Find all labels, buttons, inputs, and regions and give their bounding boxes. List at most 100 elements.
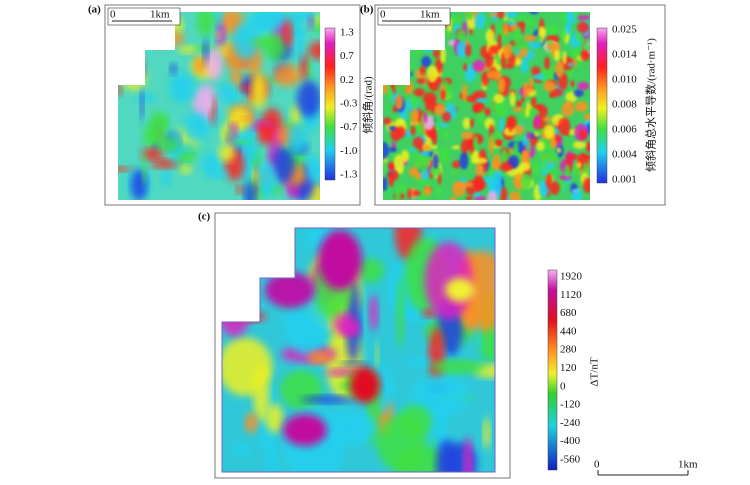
map-texture — [521, 173, 532, 189]
map-texture — [422, 23, 432, 39]
map-texture — [143, 31, 163, 37]
map-texture — [489, 12, 499, 17]
map-texture — [394, 94, 404, 110]
map-texture — [490, 12, 499, 22]
map-texture — [405, 61, 413, 74]
map-texture — [583, 177, 590, 194]
map-texture — [484, 51, 494, 69]
map-texture — [533, 73, 546, 81]
map-texture — [440, 47, 446, 64]
map — [383, 12, 590, 200]
map-texture — [523, 18, 536, 25]
map-texture — [423, 144, 431, 152]
map-texture — [513, 141, 519, 155]
map-texture — [444, 31, 450, 36]
map-texture — [197, 123, 203, 137]
map-texture — [451, 145, 461, 150]
map-texture — [383, 190, 386, 197]
map-texture — [426, 34, 440, 42]
colorbar-tick-label: 0.2 — [340, 74, 354, 86]
colorbar-tick-label: -1.0 — [340, 145, 358, 157]
map-texture — [401, 70, 409, 89]
map-texture — [520, 106, 525, 119]
map-texture — [583, 113, 590, 121]
map-texture — [398, 26, 413, 43]
scale-start: 0 — [594, 459, 600, 471]
map-texture — [212, 96, 217, 119]
map-texture — [177, 45, 198, 54]
map-texture — [272, 146, 295, 184]
map-texture — [196, 12, 215, 37]
map-texture — [517, 187, 523, 194]
map-texture — [391, 48, 406, 55]
map-texture — [410, 108, 419, 126]
map-texture — [178, 143, 193, 154]
map-texture — [525, 109, 530, 118]
colorbar-tick-label: 0.7 — [340, 50, 354, 62]
map-texture — [421, 56, 432, 68]
map-texture — [472, 59, 485, 72]
map-texture — [426, 65, 438, 83]
map-texture — [522, 82, 530, 98]
map-texture — [571, 189, 583, 200]
map-texture — [497, 33, 502, 50]
map-texture — [265, 403, 284, 434]
map-texture — [383, 65, 393, 82]
map-texture — [273, 64, 302, 87]
map-texture — [222, 310, 267, 323]
map-texture — [423, 185, 432, 197]
map-texture — [396, 277, 405, 349]
map-texture — [238, 116, 253, 122]
map-texture — [434, 103, 446, 116]
panel-frame — [214, 212, 511, 479]
map-texture — [296, 80, 320, 118]
map-texture — [433, 49, 441, 58]
map-texture — [579, 129, 588, 140]
map-texture — [403, 41, 410, 47]
map-texture — [231, 139, 253, 145]
map-texture — [459, 152, 469, 170]
map-texture — [282, 19, 293, 47]
map-texture — [387, 28, 393, 37]
map-texture — [523, 34, 537, 42]
map-texture — [463, 63, 468, 72]
map-texture — [531, 160, 540, 176]
scale-end: 1km — [150, 9, 170, 21]
map-texture — [495, 138, 502, 146]
map-texture — [565, 91, 577, 103]
map-texture — [475, 161, 486, 178]
map-texture — [396, 69, 408, 83]
panel-frame — [104, 4, 361, 206]
map-texture — [565, 100, 572, 108]
map-texture — [383, 161, 389, 178]
map-texture — [409, 147, 417, 152]
colorbar-tick-label: 1920 — [560, 271, 583, 283]
map-texture — [451, 170, 456, 176]
map-texture — [294, 26, 304, 63]
map-texture — [266, 444, 279, 472]
map-texture — [443, 80, 449, 86]
map-texture — [257, 122, 272, 145]
map-texture — [283, 414, 327, 446]
map-texture — [549, 181, 560, 195]
map-texture — [486, 70, 501, 80]
map-texture — [279, 370, 323, 410]
map-texture — [476, 324, 482, 351]
map-texture — [485, 29, 495, 44]
map-texture — [461, 131, 474, 140]
map-texture — [460, 137, 475, 156]
map-texture — [388, 175, 394, 187]
colorbar-tick-label: -120 — [560, 399, 581, 411]
map-texture — [121, 62, 147, 91]
map-texture — [263, 33, 287, 61]
map-outline — [221, 227, 496, 473]
map-texture — [474, 12, 486, 30]
map — [118, 12, 320, 200]
map-texture — [573, 140, 587, 149]
map-texture — [128, 51, 143, 81]
map-texture — [415, 32, 423, 47]
colorbar-tick-label: -1.3 — [340, 169, 358, 181]
map-texture — [161, 169, 171, 187]
map-texture — [442, 111, 452, 123]
scale-start: 0 — [380, 9, 386, 21]
